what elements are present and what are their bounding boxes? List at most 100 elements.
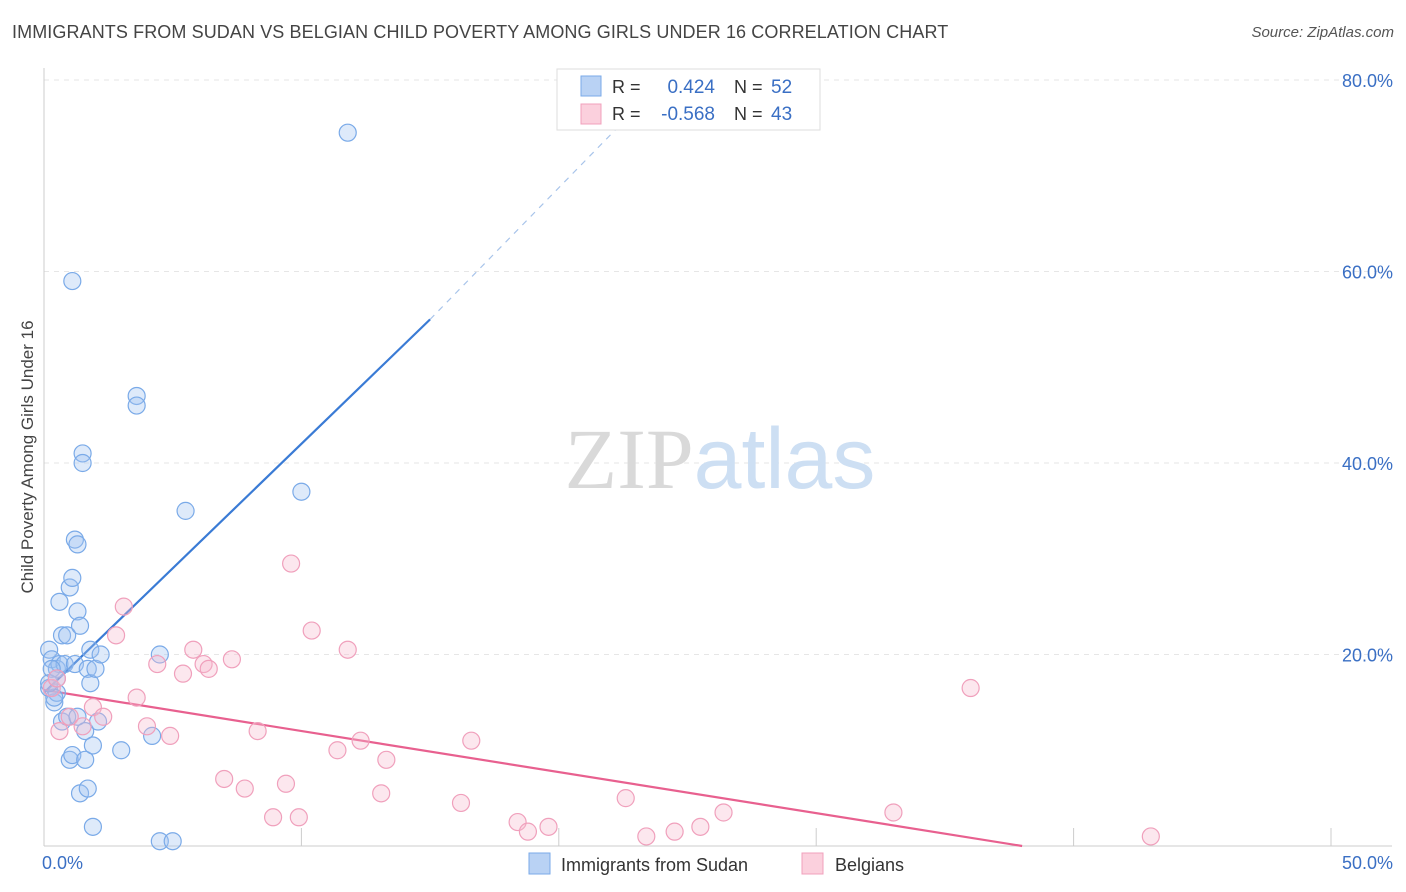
point-belgians: [616, 789, 635, 808]
point-belgians: [665, 822, 684, 841]
stats-legend: R = 0.424 N = 52 R = -0.568 N = 43: [556, 68, 821, 131]
stats-r-label: R =: [612, 104, 641, 124]
point-sudan: [78, 659, 97, 678]
legend-swatch-sudan: [528, 852, 551, 875]
point-sudan: [81, 640, 100, 659]
point-sudan: [127, 396, 146, 415]
stats-n-label: N =: [734, 77, 763, 97]
point-sudan: [50, 592, 69, 611]
stats-n-value: 52: [771, 77, 792, 98]
point-belgians: [884, 803, 903, 822]
x-tick-label: 0.0%: [42, 853, 83, 873]
point-belgians: [289, 808, 308, 827]
trend-line-sudan-extension: [429, 108, 637, 320]
x-tick-label: 50.0%: [1342, 853, 1393, 873]
point-sudan: [68, 535, 87, 554]
point-belgians: [518, 822, 538, 841]
point-sudan: [83, 817, 103, 836]
point-sudan: [73, 444, 92, 463]
point-belgians: [451, 793, 471, 813]
point-belgians: [50, 721, 69, 741]
point-belgians: [184, 640, 203, 659]
point-belgians: [961, 678, 980, 698]
point-belgians: [637, 827, 656, 846]
series-legend: Immigrants from Sudan Belgians: [528, 852, 904, 875]
watermark-text: ZIPatlas: [565, 411, 876, 507]
point-belgians: [263, 808, 283, 827]
y-tick-labels: 20.0% 40.0% 60.0% 80.0%: [1342, 71, 1393, 666]
point-belgians: [714, 803, 733, 822]
point-belgians: [328, 741, 347, 760]
point-belgians: [114, 597, 133, 616]
y-tick-label: 20.0%: [1342, 646, 1393, 666]
point-sudan: [150, 832, 169, 851]
point-sudan: [83, 736, 103, 755]
point-sudan: [163, 832, 182, 851]
trend-line-sudan: [43, 318, 431, 694]
watermark: ZIPatlas: [565, 411, 876, 507]
axes: [43, 68, 1392, 847]
point-belgians: [222, 650, 242, 669]
point-belgians: [161, 726, 180, 745]
point-sudan: [86, 659, 105, 678]
point-belgians: [302, 621, 321, 640]
point-belgians: [691, 817, 710, 836]
point-belgians: [248, 721, 267, 741]
point-sudan: [65, 530, 84, 549]
y-axis-label: Child Poverty Among Girls Under 16: [18, 320, 37, 593]
chart-title: IMMIGRANTS FROM SUDAN VS BELGIAN CHILD P…: [12, 22, 949, 42]
point-sudan: [76, 750, 95, 769]
point-belgians: [462, 731, 481, 750]
point-belgians: [60, 707, 79, 726]
point-belgians: [215, 769, 234, 789]
point-sudan: [127, 386, 146, 406]
y-tick-label: 80.0%: [1342, 71, 1393, 91]
point-belgians: [127, 688, 146, 707]
chart-source: Source: ZipAtlas.com: [1251, 24, 1394, 41]
y-tick-label: 40.0%: [1342, 454, 1393, 474]
data-points: [40, 123, 1160, 851]
point-sudan: [91, 645, 110, 664]
point-sudan: [52, 626, 72, 645]
x-tick-labels: 0.0% 50.0%: [42, 853, 1393, 873]
point-belgians: [351, 731, 370, 750]
point-sudan: [63, 568, 82, 588]
point-sudan: [76, 721, 95, 741]
grid: [44, 79, 1392, 846]
point-sudan: [143, 726, 162, 745]
legend-swatch-belgians: [801, 852, 824, 875]
point-belgians: [282, 554, 301, 573]
point-belgians: [106, 626, 126, 645]
point-belgians: [539, 817, 558, 836]
legend-label-sudan: Immigrants from Sudan: [561, 855, 748, 875]
stats-r-value: 0.424: [667, 77, 715, 98]
point-belgians: [42, 678, 61, 698]
point-belgians: [1141, 827, 1160, 846]
point-belgians: [199, 659, 218, 678]
point-belgians: [377, 750, 396, 769]
stats-n-label: N =: [734, 104, 763, 124]
point-sudan: [68, 602, 87, 621]
point-sudan: [58, 626, 77, 645]
point-belgians: [47, 669, 66, 688]
point-sudan: [63, 271, 82, 291]
legend-label-belgians: Belgians: [835, 855, 904, 875]
point-belgians: [137, 717, 157, 736]
point-sudan: [176, 501, 195, 520]
point-belgians: [276, 774, 296, 793]
point-sudan: [112, 741, 131, 760]
y-tick-label: 60.0%: [1342, 263, 1393, 283]
point-belgians: [148, 654, 167, 674]
point-sudan: [81, 674, 100, 693]
trend-lines: [43, 108, 1023, 848]
point-sudan: [70, 616, 90, 635]
point-belgians: [73, 717, 92, 736]
trend-line-belgians: [43, 688, 1023, 848]
point-sudan: [68, 707, 87, 726]
point-sudan: [338, 123, 357, 142]
point-sudan: [78, 779, 97, 798]
stats-r-label: R =: [612, 77, 641, 97]
stats-r-value: -0.568: [661, 104, 715, 125]
